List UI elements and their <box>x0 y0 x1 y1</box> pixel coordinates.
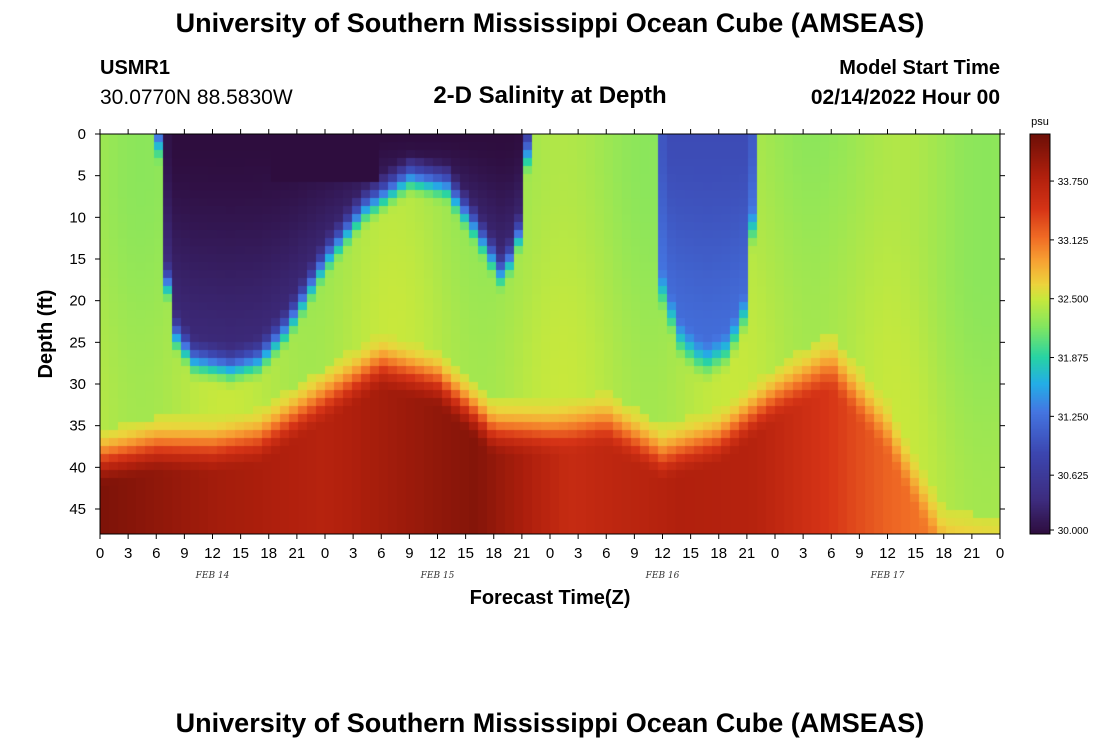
x-axis: 0 3 6 9 12 15 18 21 0 3 6 9 12 15 18 21 0 3 6 9 12 15 18 21 0 3 6 9… <box>96 129 1004 581</box>
colorbar-tick-label: 33.750 <box>1058 177 1089 188</box>
y-tick-label: 30 <box>69 376 86 393</box>
x-tick-label: 0 <box>771 545 779 562</box>
x-tick-label: 9 <box>630 545 638 562</box>
x-tick-label: 18 <box>485 545 502 562</box>
x-tick-label: 0 <box>321 545 329 562</box>
date-label: FEB 17 <box>870 571 905 581</box>
x-tick-label: 6 <box>827 545 835 562</box>
model-start-value: 02/14/2022 Hour 00 <box>810 86 1000 109</box>
x-tick-label: 18 <box>710 545 727 562</box>
date-label: FEB 16 <box>645 571 680 581</box>
footer-title: University of Southern Mississippi Ocean… <box>175 708 925 738</box>
colorbar-tick-label: 32.500 <box>1058 295 1089 306</box>
y-axis: 0 5 10 15 20 25 30 35 40 45 <box>69 126 1005 518</box>
x-tick-label: 15 <box>682 545 699 562</box>
x-tick-label: 9 <box>405 545 413 562</box>
y-axis-label: Depth (ft) <box>35 290 57 379</box>
x-tick-label: 6 <box>152 545 160 562</box>
y-tick-label: 35 <box>69 418 86 435</box>
station-coordinates: 30.0770N 88.5830W <box>100 86 293 109</box>
x-tick-label: 21 <box>514 545 531 562</box>
x-tick-label: 0 <box>996 545 1004 562</box>
x-tick-label: 12 <box>204 545 221 562</box>
station-id: USMR1 <box>100 57 171 79</box>
y-tick-label: 15 <box>69 251 86 268</box>
y-tick-label: 25 <box>69 334 86 351</box>
colorbar-tick-label: 30.625 <box>1058 471 1089 482</box>
colorbar-frame <box>1029 133 1051 535</box>
x-axis-label: Forecast Time(Z) <box>470 587 631 609</box>
x-tick-label: 12 <box>429 545 446 562</box>
x-tick-label: 6 <box>377 545 385 562</box>
y-tick-label: 45 <box>69 501 86 518</box>
x-tick-label: 3 <box>799 545 807 562</box>
x-tick-label: 3 <box>349 545 357 562</box>
colorbar-ticks: 30.000 30.625 31.250 31.875 32.500 33.125 33.7… <box>1050 177 1089 537</box>
y-tick-label: 0 <box>78 126 86 143</box>
x-tick-label: 9 <box>855 545 863 562</box>
page-title: University of Southern Mississippi Ocean… <box>175 8 925 38</box>
x-tick-label: 3 <box>574 545 582 562</box>
colorbar-tick-label: 31.250 <box>1058 412 1089 423</box>
x-tick-label: 3 <box>124 545 132 562</box>
salinity-heatmap <box>100 134 1000 534</box>
y-tick-label: 10 <box>69 209 86 226</box>
x-tick-label: 15 <box>232 545 249 562</box>
y-tick-label: 20 <box>69 293 86 310</box>
x-tick-label: 18 <box>260 545 277 562</box>
x-tick-label: 6 <box>602 545 610 562</box>
y-tick-label: 5 <box>78 168 86 185</box>
x-tick-label: 0 <box>546 545 554 562</box>
x-tick-label: 18 <box>935 545 952 562</box>
colorbar: psu 30.000 30.625 31.250 31.875 32.500 33.125… <box>1029 116 1089 537</box>
x-tick-label: 12 <box>654 545 671 562</box>
x-tick-label: 0 <box>96 545 104 562</box>
x-tick-label: 21 <box>739 545 756 562</box>
x-tick-label: 21 <box>289 545 306 562</box>
x-tick-label: 15 <box>907 545 924 562</box>
colorbar-unit: psu <box>1031 116 1049 128</box>
colorbar-tick-label: 33.125 <box>1058 236 1089 247</box>
x-tick-label: 15 <box>457 545 474 562</box>
y-tick-label: 40 <box>69 459 86 476</box>
model-start-label: Model Start Time <box>839 57 1000 79</box>
date-label: FEB 15 <box>420 571 455 581</box>
colorbar-tick-label: 30.000 <box>1058 526 1089 537</box>
x-tick-label: 21 <box>964 545 981 562</box>
chart-subtitle: 2-D Salinity at Depth <box>433 82 667 109</box>
x-tick-label: 12 <box>879 545 896 562</box>
colorbar-gradient <box>1030 134 1050 534</box>
colorbar-tick-label: 31.875 <box>1058 354 1089 365</box>
date-label: FEB 14 <box>195 571 230 581</box>
x-tick-label: 9 <box>180 545 188 562</box>
